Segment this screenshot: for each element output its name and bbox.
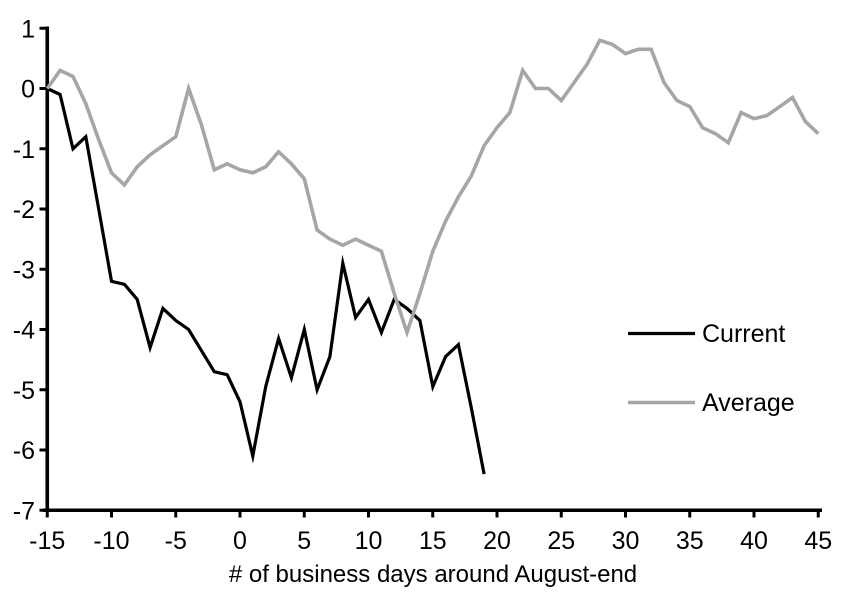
series-line-average bbox=[45, 38, 820, 339]
x-tick-label: 40 bbox=[740, 527, 768, 555]
x-tick-label: 20 bbox=[483, 527, 511, 555]
y-ticks: 1 0 -1 -2 -3 -4 -5 -6 -7 bbox=[13, 15, 48, 525]
x-tick-label: -10 bbox=[93, 527, 129, 555]
y-tick-label: -2 bbox=[13, 196, 35, 224]
y-tick-label: -7 bbox=[13, 497, 35, 525]
y-tick-label: 1 bbox=[21, 15, 35, 43]
series-lines bbox=[45, 38, 820, 475]
x-tick-label: 45 bbox=[804, 527, 832, 555]
series-line-current bbox=[46, 87, 486, 475]
x-tick-label: -5 bbox=[165, 527, 187, 555]
x-tick-label: 30 bbox=[612, 527, 640, 555]
y-tick-label: -1 bbox=[13, 136, 35, 164]
y-tick-label: -6 bbox=[13, 437, 35, 465]
y-tick-label: -4 bbox=[13, 317, 35, 345]
x-tick-label: 25 bbox=[547, 527, 575, 555]
legend: Current Average bbox=[628, 320, 795, 417]
x-tick-label: 5 bbox=[297, 527, 311, 555]
y-tick-label: -5 bbox=[13, 377, 35, 405]
x-tick-label: 15 bbox=[419, 527, 447, 555]
x-tick-label: 35 bbox=[676, 527, 704, 555]
legend-label-average: Average bbox=[702, 389, 795, 417]
legend-label-current: Current bbox=[702, 320, 785, 348]
x-tick-label: 10 bbox=[355, 527, 383, 555]
y-tick-label: 0 bbox=[21, 76, 35, 104]
x-tick-label: -15 bbox=[29, 527, 65, 555]
y-tick-label: -3 bbox=[13, 256, 35, 284]
x-axis-title: # of business days around August-end bbox=[229, 561, 637, 588]
x-ticks: -15 -10 -5 0 5 10 15 20 25 30 35 40 45 bbox=[29, 510, 832, 555]
x-tick-label: 0 bbox=[233, 527, 247, 555]
